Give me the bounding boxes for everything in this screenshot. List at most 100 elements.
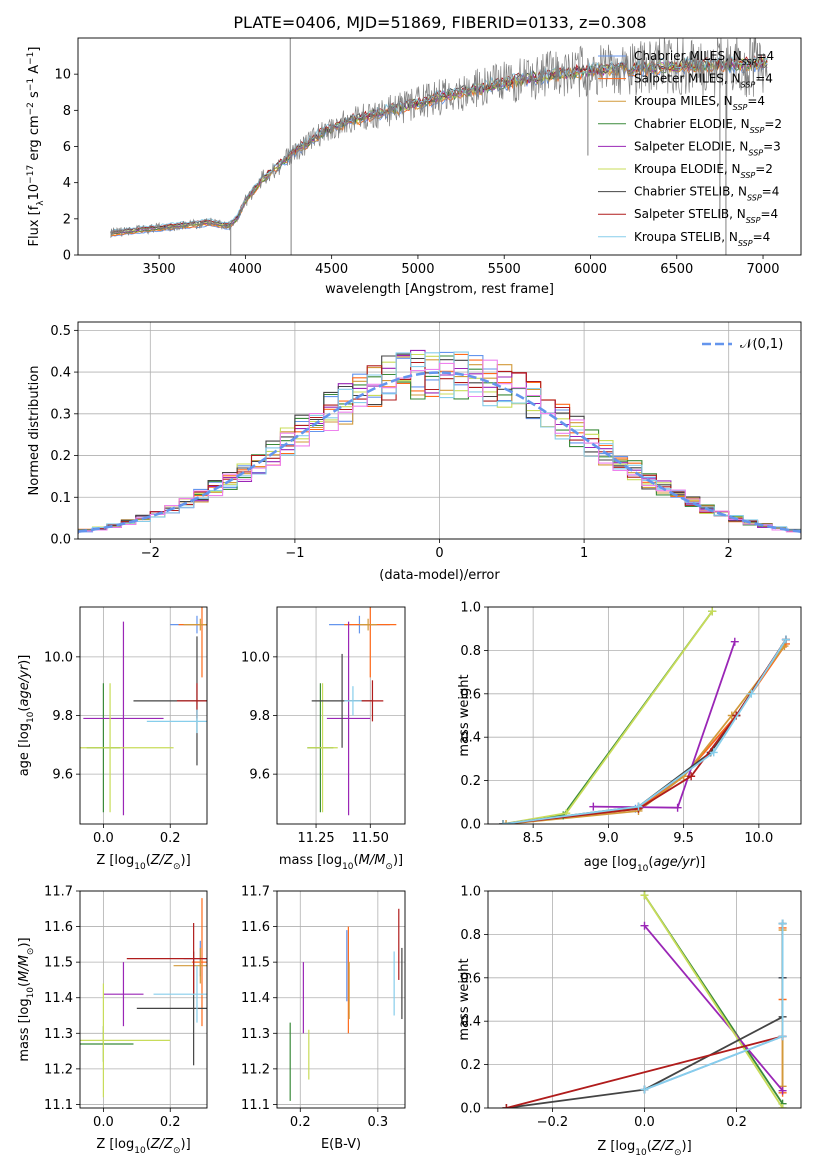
y-tick-label: 1.0: [460, 885, 481, 900]
x-axis-label: wavelength [Angstrom, rest frame]: [325, 282, 554, 297]
label-part: (: [354, 853, 359, 868]
point-kroupa-miles: [183, 618, 207, 631]
legend-tail: =2: [764, 117, 782, 131]
x-tick-label: −1: [285, 546, 304, 561]
legend-text: Chabrier MILES, N: [634, 49, 742, 63]
y-tick-label: 8: [63, 104, 71, 119]
legend-entry: Chabrier MILES, NSSP=4: [634, 49, 774, 67]
label-part: age [log: [584, 855, 637, 870]
legend-tail: =3: [763, 139, 781, 153]
label-part: ⊙: [173, 1146, 181, 1156]
label-part: ]: [27, 47, 42, 52]
series-line: [502, 639, 787, 824]
x-tick-label: 6000: [574, 262, 607, 277]
label-part: Flux [f: [27, 205, 42, 246]
label-part: λ: [36, 200, 46, 206]
label-part: M/M: [359, 853, 386, 868]
y-tick-label: 9.6: [249, 768, 270, 783]
series-marker: [589, 802, 598, 811]
label-part: age/yr: [17, 663, 32, 706]
legend-sub: SSP: [738, 238, 753, 247]
residuals-panel: −2 −1 0 1 2 0.0 0.1 0.2 0.3 0.4 0.5 (data-model)/er…: [27, 321, 802, 583]
x-tick-label: 10.0: [744, 831, 773, 846]
label-part: 10: [342, 862, 354, 872]
x-tick-label: 9.5: [673, 831, 694, 846]
y-tick-label: 11.5: [44, 956, 73, 971]
series-line: [502, 639, 787, 824]
normal-reference-curve: [78, 371, 801, 533]
series-marker: [499, 820, 508, 824]
legend-sub: SSP: [746, 216, 761, 225]
x-tick-label: 2: [725, 546, 733, 561]
series-marker: [502, 820, 511, 824]
label-part: ⊙: [674, 1148, 682, 1158]
y-tick-label: 0.4: [460, 731, 481, 746]
x-tick-label: 0.2: [160, 1115, 181, 1130]
label-part: −1: [26, 52, 36, 65]
x-axis-label: E(B-V): [321, 1137, 361, 1152]
legend-entry: Chabrier ELODIE, NSSP=2: [634, 117, 782, 135]
y-tick-label: 11.7: [44, 885, 73, 900]
y-tick-label: 0.0: [460, 1102, 481, 1117]
label-part: 10: [134, 1146, 146, 1156]
series-marker: [709, 748, 718, 757]
label-part: )]: [17, 937, 32, 947]
legend-text: Kroupa ELODIE, N: [634, 162, 741, 176]
legend-tail: =4: [762, 185, 780, 199]
label-part: (: [146, 853, 151, 868]
series-marker: [708, 607, 717, 616]
axes-frame: [487, 890, 802, 1109]
y-axis-label: Normed distribution: [27, 366, 42, 496]
errorbars: [80, 898, 207, 1098]
x-tick-label: 0.0: [634, 1115, 655, 1130]
series-salpeter-elodie: [589, 637, 739, 812]
errorbars: [80, 607, 207, 816]
point-salpeter-stelib: [361, 680, 384, 722]
x-tick-label: 0.2: [726, 1115, 747, 1130]
label-part: (: [146, 1137, 151, 1152]
y-tick-label: 11.6: [241, 920, 270, 935]
axes-frame: [276, 890, 406, 1109]
legend-entry: Salpeter ELODIE, NSSP=3: [634, 139, 781, 157]
legend-text: Salpeter MILES, N: [634, 72, 741, 86]
point-salpeter-elodie: [83, 621, 164, 816]
x-tick-label: 3500: [143, 262, 176, 277]
x-axis-label: Z [log10(Z/Z⊙)]: [597, 1139, 691, 1158]
y-tick-label: 0.2: [460, 774, 481, 789]
y-tick-label: 0.0: [460, 818, 481, 833]
series-marker: [778, 919, 787, 928]
y-tick-label: 10.0: [241, 650, 270, 665]
legend-sub: SSP: [750, 125, 765, 134]
label-part: −1: [26, 78, 36, 91]
mass-vs-ebv-panel: 0.2 0.3 11.1 11.2 11.3 11.4 11.5 11.6 11.7 E(B-V): [241, 885, 406, 1152]
series-line: [506, 1035, 783, 1108]
legend-text: Salpeter ELODIE, N: [634, 139, 748, 153]
axes-frame: [77, 321, 802, 540]
y-tick-label: 6: [63, 140, 71, 155]
label-part: s: [27, 91, 42, 102]
series-marker: [781, 635, 790, 644]
point-kroupa-stelib: [146, 709, 207, 734]
legend-sub: SSP: [741, 171, 756, 180]
x-tick-label: 4500: [315, 262, 348, 277]
legend-entry: Salpeter MILES, NSSP=4: [634, 72, 773, 90]
y-tick-label: 9.8: [52, 709, 73, 724]
y-tick-label: 1.0: [460, 601, 481, 616]
x-axis-label: Z [log10(Z/Z⊙)]: [96, 853, 190, 872]
x-axis-label: Z [log10(Z/Z⊙)]: [96, 1137, 190, 1156]
age-vs-mass-panel: 11.25 11.50 9.6 9.8 10.0 mass [log10(M/M⊙)]: [241, 606, 406, 872]
y-tick-label: 0.8: [460, 928, 481, 943]
legend-text: Chabrier ELODIE, N: [634, 117, 750, 131]
legend-sub: SSP: [747, 193, 762, 202]
series-line: [502, 610, 713, 824]
y-tick-label: 11.4: [44, 991, 73, 1006]
series-kroupa-stelib: [499, 635, 790, 824]
legend-sub: SSP: [733, 103, 748, 112]
label-part: )]: [181, 853, 191, 868]
axes-frame: [77, 37, 802, 256]
y-tick-label: 4: [63, 176, 71, 191]
x-tick-label: 0: [435, 546, 443, 561]
series-marker: [687, 772, 696, 781]
axes-frame: [276, 606, 406, 825]
